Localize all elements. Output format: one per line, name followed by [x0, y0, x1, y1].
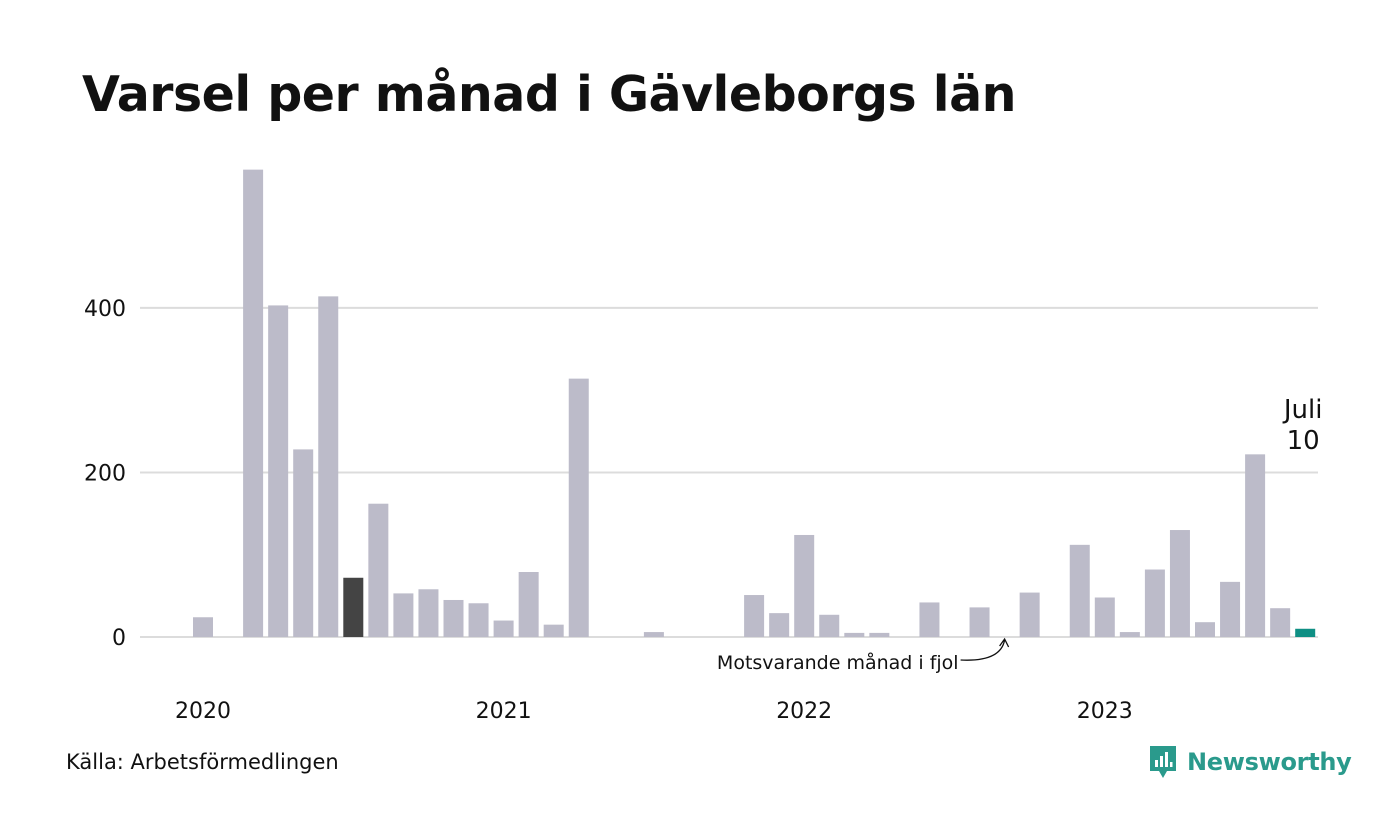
bar [1144, 569, 1165, 637]
bar [643, 632, 664, 637]
bar-chart-speech-bubble-icon [1150, 746, 1176, 778]
y-tick-label: 0 [112, 626, 126, 651]
bar [844, 632, 865, 637]
bar [1295, 628, 1316, 637]
bar [243, 169, 264, 637]
bar [568, 378, 589, 637]
bar [193, 617, 213, 637]
bar [1195, 622, 1215, 637]
bar [418, 589, 439, 637]
comparison-arrow [960, 639, 1006, 661]
bar [969, 607, 990, 637]
bar [493, 620, 514, 637]
bar [268, 305, 289, 637]
bar [819, 614, 840, 637]
x-tick-label: 2020 [175, 699, 231, 724]
brand-name: Newsworthy [1187, 748, 1352, 776]
highlight-value-label: 10 [1287, 426, 1320, 456]
brand-logo[interactable]: Newsworthy [1148, 744, 1352, 780]
bar [518, 571, 539, 637]
x-tick-label: 2021 [476, 699, 532, 724]
bar [869, 632, 890, 637]
bar [293, 449, 314, 637]
bar [468, 603, 489, 637]
bar [1094, 597, 1115, 637]
bar [1245, 454, 1266, 637]
bar [343, 577, 364, 637]
bar [443, 599, 464, 637]
chart-title: Varsel per månad i Gävleborgs län [82, 66, 1017, 123]
bar [1169, 530, 1190, 637]
bar [393, 593, 414, 637]
x-tick-label: 2023 [1077, 699, 1133, 724]
bar [1119, 632, 1140, 637]
gridlines [140, 306, 1318, 638]
bars [193, 169, 1316, 637]
source-note: Källa: Arbetsförmedlingen [66, 750, 339, 774]
bar [769, 613, 790, 637]
x-tick-label: 2022 [776, 699, 832, 724]
bar [1270, 608, 1291, 637]
bar [1220, 581, 1241, 637]
bar [1069, 544, 1090, 637]
bar [318, 296, 339, 637]
bar [794, 534, 815, 637]
bar [919, 602, 940, 637]
y-tick-label: 400 [84, 297, 126, 322]
bar [744, 595, 765, 637]
bar [1019, 592, 1040, 637]
comparison-arrowhead [999, 637, 1010, 648]
bar [368, 503, 389, 637]
y-tick-label: 200 [84, 461, 126, 486]
comparison-note: Motsvarande månad i fjol [717, 651, 959, 674]
highlight-month-label: Juli [1282, 395, 1323, 425]
bar [543, 624, 564, 637]
axis-labels: 0 200 400 2020 2021 2022 2023 [84, 297, 1133, 724]
